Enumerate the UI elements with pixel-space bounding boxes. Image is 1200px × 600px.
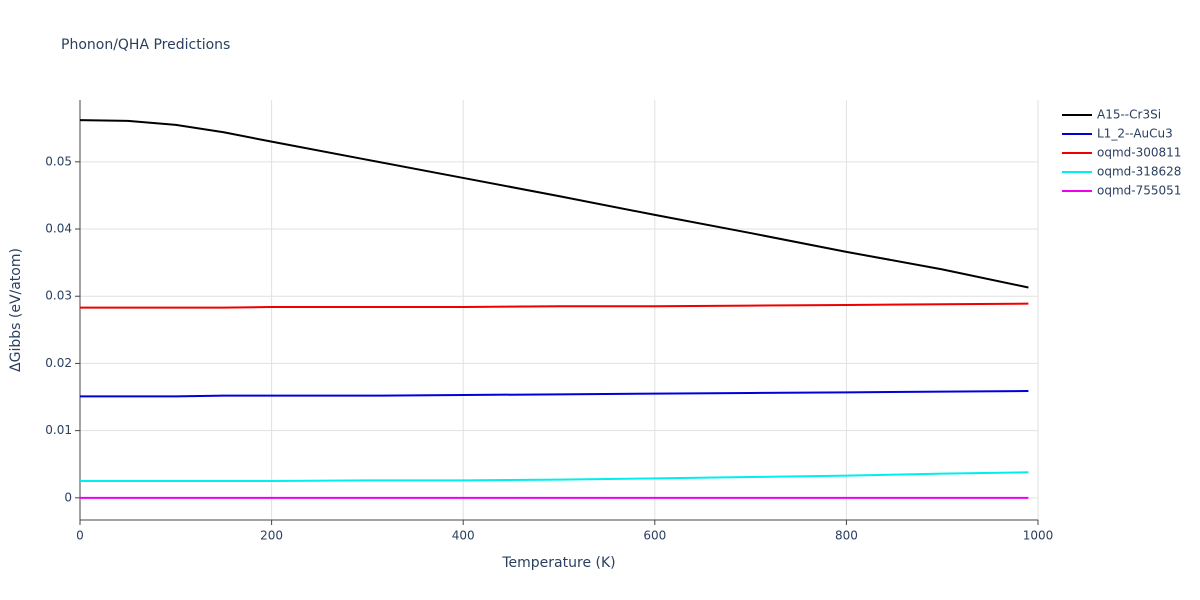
series-line bbox=[80, 389, 1029, 398]
y-tick-label: 0.05 bbox=[45, 154, 72, 168]
legend-label: L1_2--AuCu3 bbox=[1097, 127, 1173, 141]
legend-label: oqmd-300811 bbox=[1097, 146, 1181, 160]
y-axis-title: ΔGibbs (eV/atom) bbox=[8, 248, 24, 372]
y-tick-label: 0.04 bbox=[45, 222, 72, 236]
y-tick-label: 0.03 bbox=[45, 289, 72, 303]
x-tick-label: 400 bbox=[452, 529, 475, 543]
legend-label: A15--Cr3Si bbox=[1097, 108, 1161, 122]
y-tick-label: 0 bbox=[64, 490, 72, 504]
y-tick-label: 0.02 bbox=[45, 356, 72, 370]
series-line bbox=[80, 471, 1029, 483]
series-line bbox=[80, 302, 1029, 309]
x-axis-title: Temperature (K) bbox=[501, 555, 615, 571]
x-tick-label: 0 bbox=[76, 529, 84, 543]
y-tick-label: 0.01 bbox=[45, 423, 72, 437]
chart-title: Phonon/QHA Predictions bbox=[61, 37, 230, 53]
legend-label: oqmd-318628 bbox=[1097, 165, 1181, 179]
x-tick-label: 1000 bbox=[1023, 529, 1054, 543]
x-tick-label: 200 bbox=[260, 529, 283, 543]
x-tick-label: 600 bbox=[643, 529, 666, 543]
legend-label: oqmd-755051 bbox=[1097, 184, 1181, 198]
series-line bbox=[79, 119, 1029, 289]
x-tick-label: 800 bbox=[835, 529, 858, 543]
